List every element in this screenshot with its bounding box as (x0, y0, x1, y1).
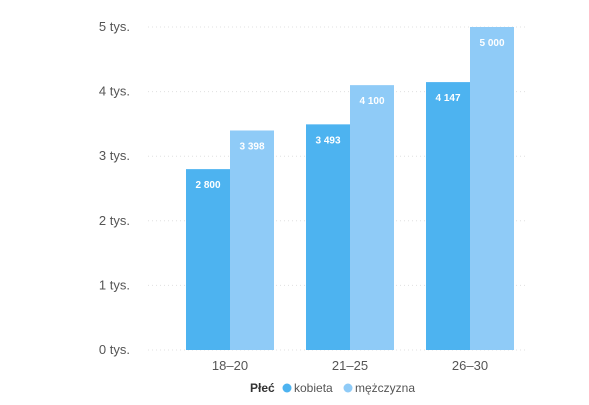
x-tick-label: 21–25 (332, 358, 368, 373)
bar-kobieta-2 (426, 82, 470, 351)
y-tick-label: 4 tys. (99, 84, 130, 99)
legend-marker-kobieta (282, 383, 292, 393)
legend: Płeć kobieta mężczyzna (250, 381, 415, 395)
y-tick-label: 5 tys. (99, 19, 130, 34)
data-label: 5 000 (479, 38, 504, 49)
legend-label-mężczyzna: mężczyzna (355, 381, 415, 395)
x-axis-ticks: 18–20 21–25 26–30 (212, 358, 488, 373)
data-label: 4 147 (435, 93, 460, 104)
bar-kobieta-0 (186, 169, 230, 350)
y-tick-label: 3 tys. (99, 148, 130, 163)
y-tick-label: 2 tys. (99, 213, 130, 228)
bar-mężczyzna-1 (350, 85, 394, 350)
x-tick-label: 18–20 (212, 358, 248, 373)
legend-marker-mężczyzna (343, 383, 353, 393)
y-tick-label: 0 tys. (99, 342, 130, 357)
x-tick-label: 26–30 (452, 358, 488, 373)
bar-mężczyzna-0 (230, 130, 274, 350)
bar-mężczyzna-2 (470, 27, 514, 350)
data-label: 3 398 (239, 141, 264, 152)
y-axis-ticks: 0 tys. 1 tys. 2 tys. 3 tys. 4 tys. 5 tys. (99, 19, 130, 357)
y-tick-label: 1 tys. (99, 277, 130, 292)
data-label: 2 800 (195, 180, 220, 191)
bars: 2 800 3 398 3 493 4 100 4 147 5 000 (186, 27, 514, 351)
legend-label-kobieta: kobieta (294, 381, 333, 395)
data-label: 4 100 (359, 96, 384, 107)
bar-kobieta-1 (306, 124, 350, 350)
legend-title: Płeć (250, 381, 275, 395)
data-label: 3 493 (315, 135, 340, 146)
